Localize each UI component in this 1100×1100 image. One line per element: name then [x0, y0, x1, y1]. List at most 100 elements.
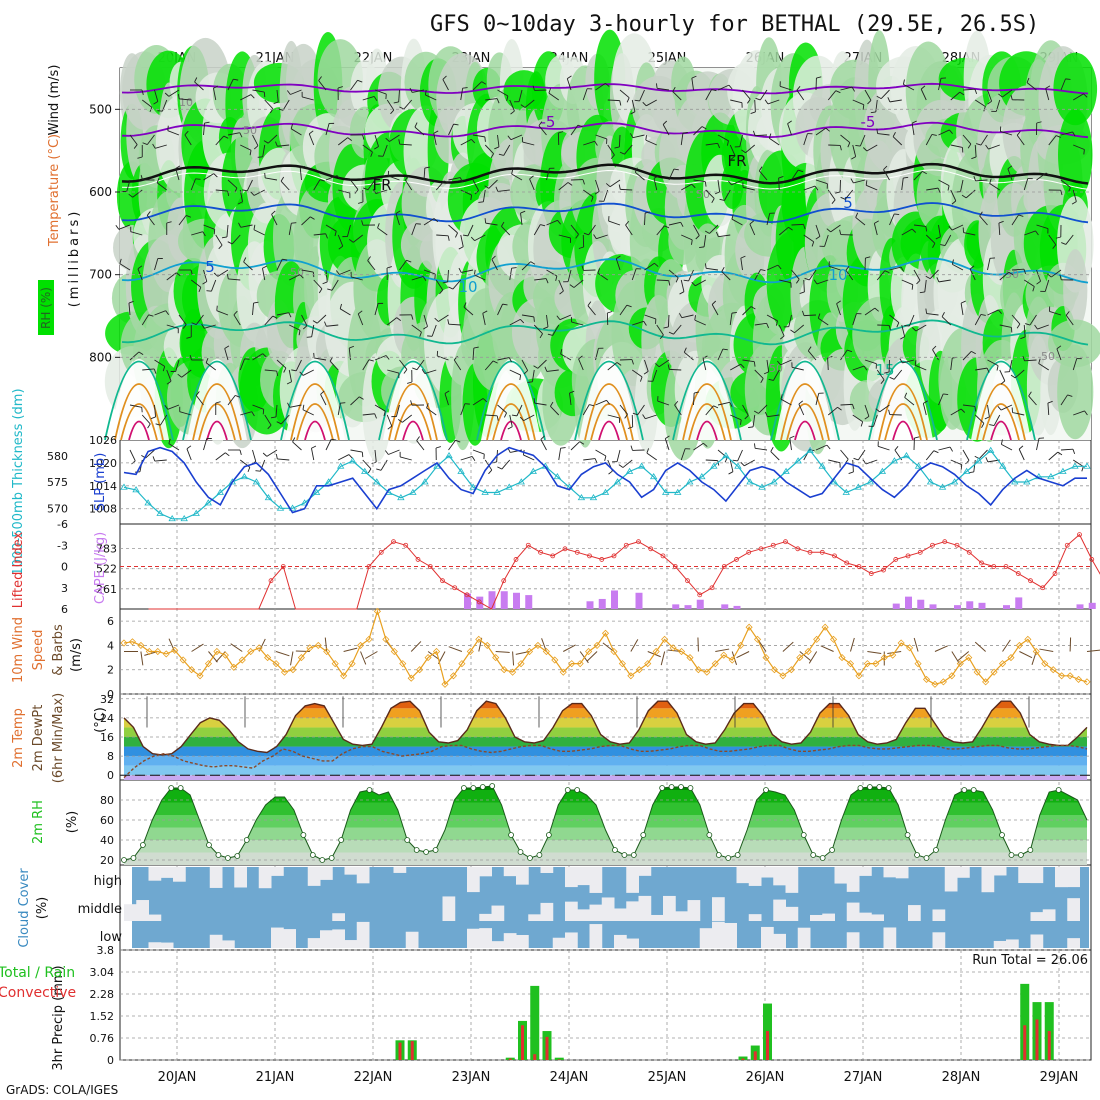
- upper-wind-barb: [357, 313, 364, 326]
- upper-wind-barb-flag: [459, 177, 463, 183]
- upper-wind-barb: [425, 94, 437, 101]
- upper-wind-barb-flag: [511, 267, 517, 269]
- thickness-point: [854, 483, 862, 490]
- upper-wind-barb-flag: [190, 269, 193, 275]
- upper-wind-barb: [644, 314, 656, 320]
- cape-bar: [500, 591, 508, 609]
- upper-wind-barb: [988, 144, 1000, 150]
- upper-wind-barb: [262, 144, 266, 157]
- rh-point: [470, 785, 477, 791]
- upper-wind-barb: [423, 218, 435, 226]
- cloud-block: [234, 867, 247, 888]
- upper-wind-barb-flag: [713, 405, 719, 409]
- rh-point: [206, 842, 212, 848]
- upper-wind-barb: [717, 179, 721, 192]
- upper-wind-barb-flag: [247, 467, 251, 473]
- upper-wind-barb: [607, 362, 618, 371]
- upper-wind-barb-flag: [1055, 236, 1061, 239]
- upper-wind-barb: [320, 394, 327, 406]
- cloud-block: [724, 922, 737, 948]
- wind-speed-point: [475, 635, 483, 643]
- slp-tick-label: 1020: [89, 457, 117, 470]
- cloud-block: [209, 867, 223, 888]
- wind-speed-point: [661, 635, 669, 643]
- upper-wind-barb: [818, 317, 829, 326]
- upper-wind-barb-flag: [766, 323, 770, 329]
- upper-wind-barb-flag: [899, 358, 903, 364]
- thickness-point: [1011, 478, 1019, 485]
- thickness-point: [986, 446, 995, 453]
- upper-wind-barb: [915, 324, 927, 332]
- upper-wind-barb-flag: [1072, 131, 1076, 137]
- upper-wind-barb: [130, 231, 143, 236]
- upper-wind-barb-flag: [1008, 271, 1014, 276]
- upper-wind-barb-flag: [201, 323, 205, 329]
- upper-wind-barb-flag: [625, 220, 630, 226]
- upper-wind-barb: [717, 348, 724, 361]
- rh-point: [904, 832, 911, 838]
- upper-wind-barb-flag: [643, 371, 649, 375]
- wind-speed-point: [846, 660, 855, 668]
- upper-wind-barb: [926, 187, 939, 191]
- upper-wind-barb: [184, 134, 192, 146]
- upper-wind-barb: [452, 279, 462, 290]
- upper-wind-barb: [965, 189, 976, 199]
- upper-wind-barb: [754, 99, 756, 113]
- upper-wind-barb: [595, 134, 607, 140]
- rh-tick-label: 80: [100, 794, 114, 807]
- upper-wind-barb: [645, 139, 657, 146]
- upper-wind-barb: [729, 313, 733, 326]
- precip-tick-label: 0: [107, 1054, 114, 1067]
- upper-wind-barb: [857, 449, 866, 461]
- upper-wind-barb: [534, 402, 547, 406]
- upper-wind-barb-flag: [753, 361, 756, 367]
- upper-wind-barb-flag: [1035, 230, 1039, 236]
- upper-wind-barb-flag: [646, 448, 650, 454]
- wind-tick-label: 6: [107, 615, 114, 628]
- upper-wind-barb: [461, 269, 474, 273]
- wind-speed-point: [280, 668, 289, 676]
- precip-tick-label: 0.76: [90, 1032, 115, 1045]
- upper-wind-barb: [730, 414, 742, 421]
- upper-wind-barb: [518, 89, 523, 102]
- wind-speed-point: [737, 641, 745, 649]
- upper-wind-barb: [1044, 279, 1050, 292]
- rh-point: [866, 784, 873, 790]
- lifted-index-point: [685, 578, 690, 584]
- upper-wind-barb: [901, 279, 913, 286]
- thickness-point: [649, 472, 658, 480]
- upper-wind-barb-flag: [679, 313, 683, 318]
- upper-wind-barb: [509, 99, 515, 112]
- upper-wind-barb: [460, 88, 464, 101]
- upper-wind-barb-flag: [434, 317, 439, 322]
- temperature-contour: [388, 383, 438, 441]
- cloud-block: [614, 934, 627, 948]
- thickness-point: [493, 488, 501, 495]
- upper-wind-barb: [558, 448, 562, 461]
- cloud-block: [650, 914, 664, 921]
- lifted-index-point: [611, 553, 617, 559]
- upper-wind-barb: [1045, 88, 1050, 101]
- wind-speed-point: [416, 666, 424, 674]
- slp-line: [123, 446, 1087, 514]
- bottom-day-label: 20JAN: [158, 1070, 197, 1085]
- temp-tick-label: 0: [107, 769, 114, 782]
- cape-bar: [978, 602, 986, 609]
- upper-wind-barb: [290, 89, 302, 95]
- upper-wind-barb: [962, 134, 972, 145]
- lifted-index-point: [403, 542, 409, 548]
- rh-point: [1018, 852, 1024, 858]
- thickness-point: [421, 478, 429, 485]
- upper-wind-barb: [217, 269, 229, 277]
- wind-speed-point: [965, 654, 973, 662]
- upper-wind-barb: [435, 279, 444, 291]
- cape-bar: [513, 592, 520, 609]
- upper-wind-barb-flag: [336, 175, 341, 180]
- upper-wind-barb-flag: [763, 371, 769, 375]
- lifted-index-point: [587, 553, 592, 559]
- wind-speed-point: [542, 647, 550, 656]
- thickness-point: [637, 462, 646, 469]
- upper-wind-barb: [472, 347, 475, 361]
- upper-wind-barb-flag: [740, 419, 742, 425]
- wind-speed-point: [466, 647, 474, 656]
